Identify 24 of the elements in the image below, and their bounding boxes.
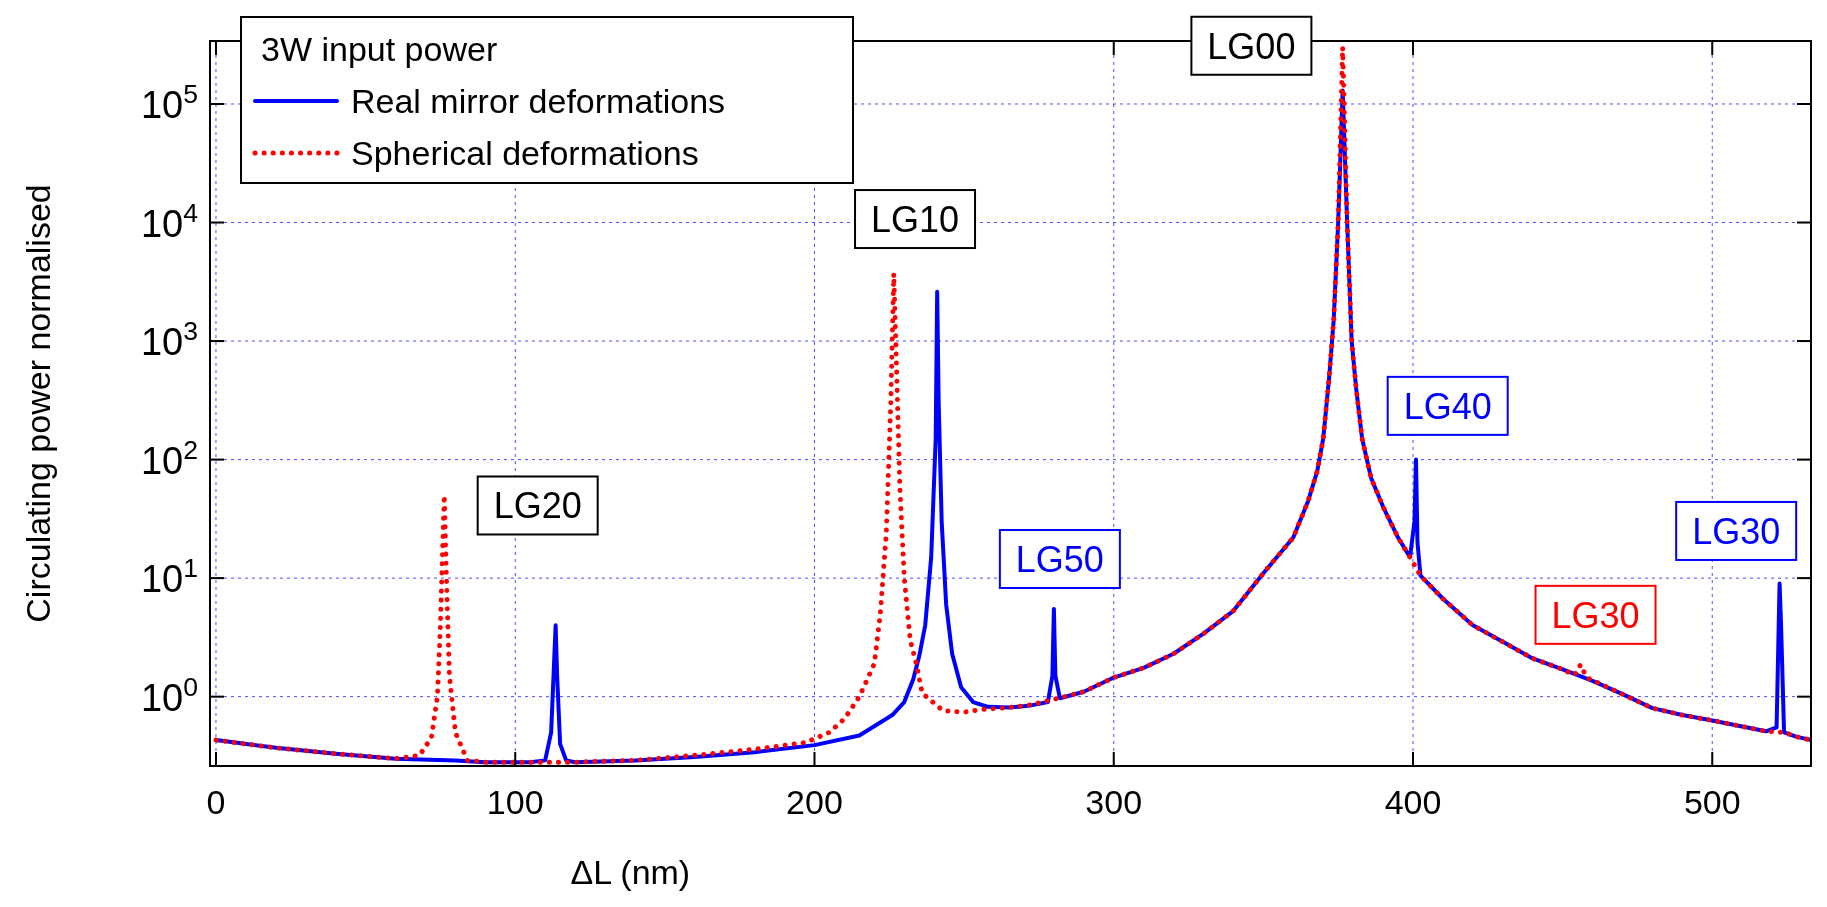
annotation: LG30 xyxy=(1692,510,1781,552)
x-tick-label: 500 xyxy=(1683,783,1741,821)
legend-title: 3W input power xyxy=(261,30,498,68)
x-axis-title: ΔL (nm) xyxy=(570,853,691,891)
annotation: LG10 xyxy=(871,199,960,241)
x-tick-label: 300 xyxy=(1085,783,1143,821)
y-tick-label: 10$^{5}$ xyxy=(140,79,198,126)
x-tick-label: 200 xyxy=(786,783,843,821)
x-tick-label: 100 xyxy=(486,783,544,821)
annotation: LG50 xyxy=(1015,539,1104,580)
x-tick-label: 400 xyxy=(1384,783,1442,821)
legend-label: Real mirror deformations xyxy=(351,82,726,120)
y-tick-label: 10$^{2}$ xyxy=(140,434,198,482)
y-tick-label: 10$^{0}$ xyxy=(140,671,198,719)
y-tick-label: 10$^{3}$ xyxy=(140,316,198,364)
legend-label: Spherical deformations xyxy=(351,134,699,172)
y-tick-label: 10$^{1}$ xyxy=(140,553,198,601)
annotation: LG00 xyxy=(1207,25,1296,67)
x-tick-label: 0 xyxy=(206,783,226,821)
annotation: LG20 xyxy=(493,485,582,527)
annotation: LG30 xyxy=(1551,594,1640,636)
y-tick-label: 10$^{4}$ xyxy=(140,197,199,245)
annotation: LG40 xyxy=(1403,385,1492,427)
y-axis-title: Circulating power normalised xyxy=(19,184,57,623)
